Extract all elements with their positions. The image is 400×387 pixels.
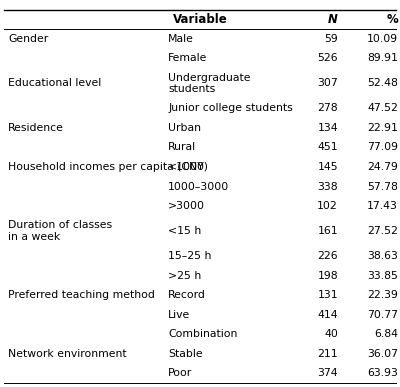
Text: Preferred teaching method: Preferred teaching method <box>8 290 155 300</box>
Text: Male: Male <box>168 34 194 44</box>
Text: 63.93: 63.93 <box>367 368 398 378</box>
Text: 57.78: 57.78 <box>367 182 398 192</box>
Text: 27.52: 27.52 <box>367 226 398 236</box>
Text: Live: Live <box>168 310 190 320</box>
Text: 526: 526 <box>317 53 338 63</box>
Text: 374: 374 <box>317 368 338 378</box>
Text: 15–25 h: 15–25 h <box>168 251 211 261</box>
Text: Variable: Variable <box>173 13 227 26</box>
Text: 211: 211 <box>317 349 338 359</box>
Text: 70.77: 70.77 <box>367 310 398 320</box>
Text: >25 h: >25 h <box>168 271 201 281</box>
Text: 10.09: 10.09 <box>367 34 398 44</box>
Text: Household incomes per capita (CNY): Household incomes per capita (CNY) <box>8 162 208 172</box>
Text: Stable: Stable <box>168 349 203 359</box>
Text: 102: 102 <box>317 201 338 211</box>
Text: 307: 307 <box>317 79 338 88</box>
Text: 161: 161 <box>317 226 338 236</box>
Text: 77.09: 77.09 <box>367 142 398 152</box>
Text: Network environment: Network environment <box>8 349 127 359</box>
Text: Undergraduate
students: Undergraduate students <box>168 73 250 94</box>
Text: Record: Record <box>168 290 206 300</box>
Text: 24.79: 24.79 <box>367 162 398 172</box>
Text: 414: 414 <box>317 310 338 320</box>
Text: Female: Female <box>168 53 207 63</box>
Text: 40: 40 <box>324 329 338 339</box>
Text: %: % <box>386 13 398 26</box>
Text: Duration of classes
in a week: Duration of classes in a week <box>8 220 112 242</box>
Text: <1000: <1000 <box>168 162 205 172</box>
Text: 131: 131 <box>317 290 338 300</box>
Text: 17.43: 17.43 <box>367 201 398 211</box>
Text: 145: 145 <box>317 162 338 172</box>
Text: 89.91: 89.91 <box>367 53 398 63</box>
Text: 226: 226 <box>317 251 338 261</box>
Text: Combination: Combination <box>168 329 237 339</box>
Text: 36.07: 36.07 <box>367 349 398 359</box>
Text: 338: 338 <box>317 182 338 192</box>
Text: 52.48: 52.48 <box>367 79 398 88</box>
Text: 6.84: 6.84 <box>374 329 398 339</box>
Text: N: N <box>328 13 338 26</box>
Text: Residence: Residence <box>8 123 64 133</box>
Text: 22.91: 22.91 <box>367 123 398 133</box>
Text: 59: 59 <box>324 34 338 44</box>
Text: 22.39: 22.39 <box>367 290 398 300</box>
Text: 278: 278 <box>317 103 338 113</box>
Text: Urban: Urban <box>168 123 201 133</box>
Text: 198: 198 <box>317 271 338 281</box>
Text: 451: 451 <box>317 142 338 152</box>
Text: 47.52: 47.52 <box>367 103 398 113</box>
Text: 1000–3000: 1000–3000 <box>168 182 229 192</box>
Text: <15 h: <15 h <box>168 226 201 236</box>
Text: Educational level: Educational level <box>8 79 101 88</box>
Text: 33.85: 33.85 <box>367 271 398 281</box>
Text: >3000: >3000 <box>168 201 205 211</box>
Text: Rural: Rural <box>168 142 196 152</box>
Text: Gender: Gender <box>8 34 48 44</box>
Text: 38.63: 38.63 <box>367 251 398 261</box>
Text: Poor: Poor <box>168 368 192 378</box>
Text: 134: 134 <box>317 123 338 133</box>
Text: Junior college students: Junior college students <box>168 103 293 113</box>
